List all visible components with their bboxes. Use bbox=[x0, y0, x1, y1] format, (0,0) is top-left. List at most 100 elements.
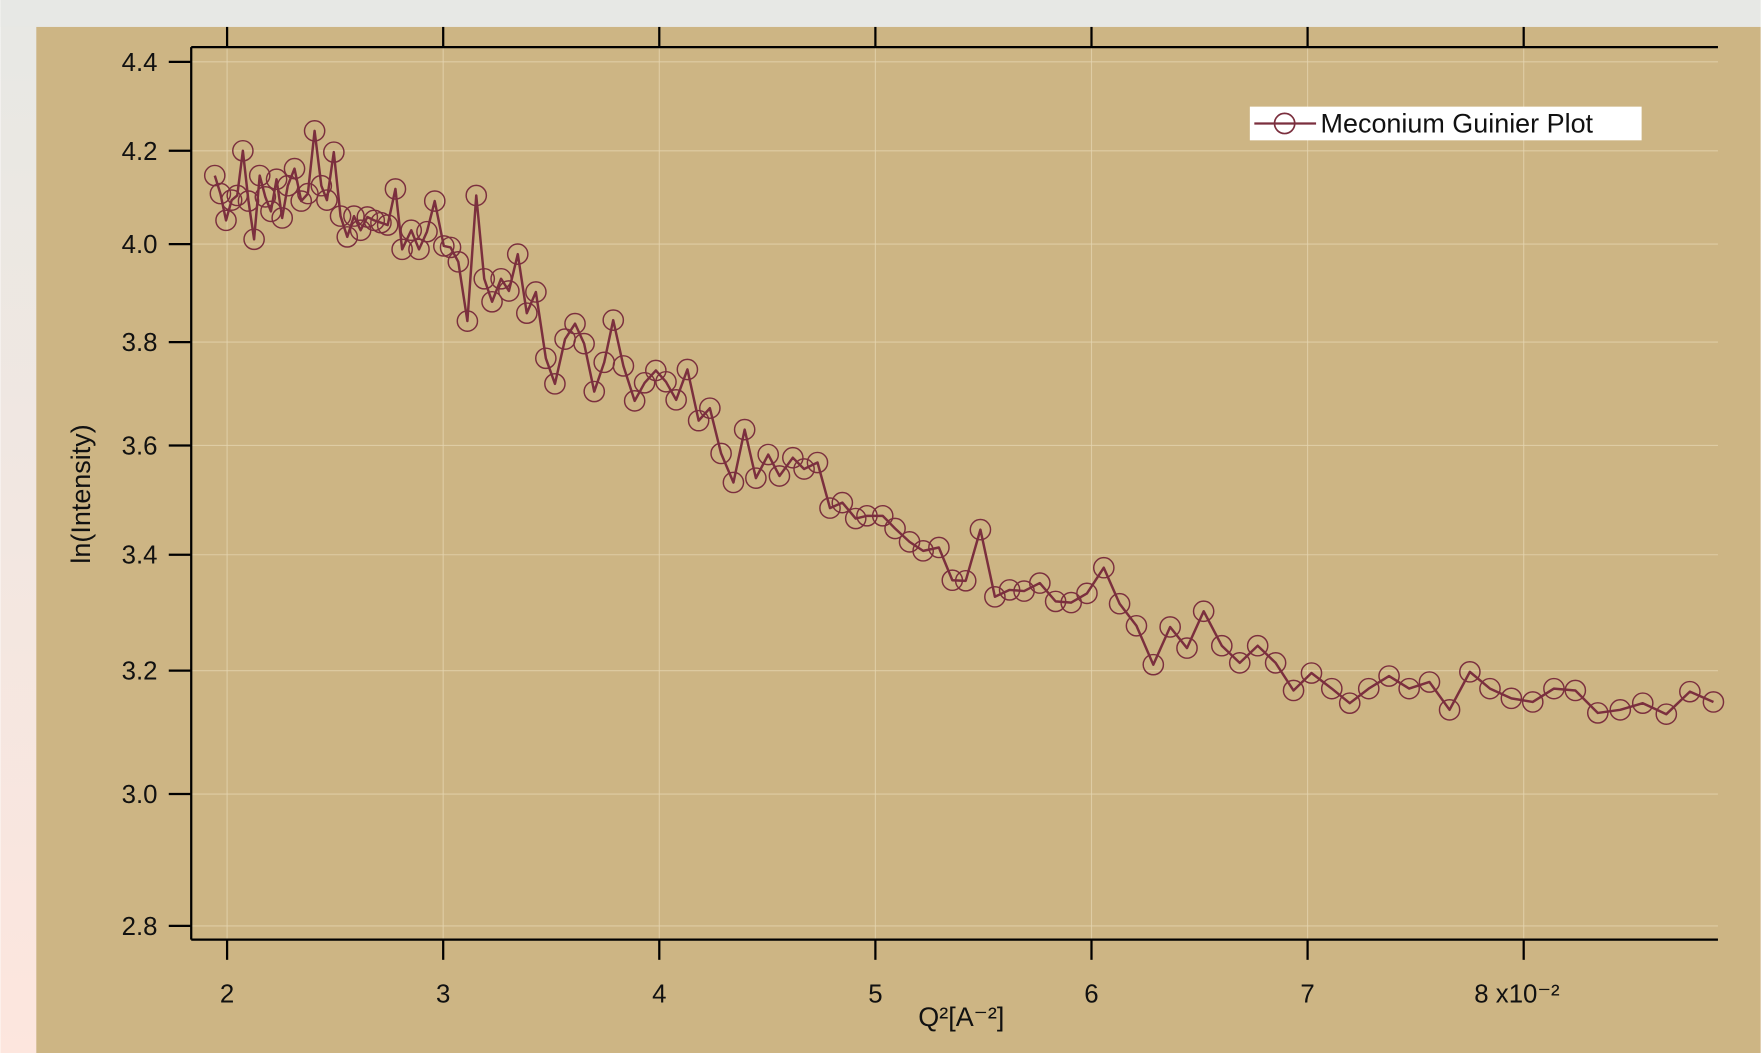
data-point bbox=[1631, 692, 1654, 715]
y-tick-label: 3.4 bbox=[122, 542, 158, 570]
data-point bbox=[1300, 662, 1323, 684]
legend-label: Meconium Guinier Plot bbox=[1321, 108, 1594, 138]
data-point bbox=[1092, 556, 1115, 579]
data-point bbox=[1521, 691, 1544, 713]
data-point bbox=[1228, 652, 1251, 674]
data-point bbox=[573, 332, 595, 355]
data-point bbox=[757, 443, 780, 466]
data-point bbox=[1176, 637, 1198, 659]
data-point bbox=[998, 579, 1021, 601]
data-point bbox=[1108, 592, 1131, 615]
data-point bbox=[260, 200, 282, 223]
x-tick-label: 8 x10⁻² bbox=[1474, 980, 1560, 1008]
data-point bbox=[1655, 703, 1678, 725]
x-tick-label: 5 bbox=[868, 980, 882, 1008]
data-point bbox=[535, 347, 557, 370]
data-point bbox=[1459, 661, 1481, 683]
data-point bbox=[254, 186, 277, 208]
y-tick-label: 4.2 bbox=[122, 138, 158, 166]
data-point bbox=[1479, 677, 1501, 700]
data-point bbox=[1564, 679, 1587, 702]
data-point bbox=[793, 458, 815, 480]
data-point bbox=[1159, 616, 1181, 638]
data-point bbox=[1338, 692, 1361, 715]
data-point bbox=[1264, 652, 1287, 674]
data-point bbox=[209, 182, 232, 205]
data-point bbox=[439, 236, 462, 259]
data-point bbox=[969, 518, 992, 541]
data-point bbox=[1586, 702, 1609, 724]
data-point bbox=[699, 397, 721, 419]
legend: Meconium Guinier Plot bbox=[1249, 106, 1642, 141]
data-point bbox=[416, 220, 438, 243]
data-point bbox=[1609, 699, 1632, 721]
data-point bbox=[237, 190, 260, 212]
y-tick-label: 4.4 bbox=[122, 49, 158, 77]
data-point bbox=[408, 238, 430, 261]
data-point bbox=[1320, 677, 1343, 700]
y-tick-label: 3.8 bbox=[122, 329, 158, 357]
data-point bbox=[248, 164, 271, 187]
data-point bbox=[433, 235, 455, 257]
data-point bbox=[323, 141, 345, 163]
data-point bbox=[1282, 679, 1305, 702]
data-point bbox=[271, 207, 294, 229]
top-strip bbox=[0, 0, 1761, 27]
data-point bbox=[215, 209, 237, 232]
data-point bbox=[1543, 677, 1565, 700]
data-point bbox=[831, 491, 854, 514]
data-point bbox=[303, 120, 326, 142]
data-point bbox=[745, 467, 767, 489]
data-point bbox=[423, 190, 446, 212]
data-point bbox=[290, 190, 313, 212]
data-point bbox=[544, 372, 566, 395]
data-point bbox=[1500, 687, 1523, 710]
data-point bbox=[490, 267, 512, 290]
data-point bbox=[1125, 614, 1148, 637]
x-tick-label: 3 bbox=[436, 980, 450, 1008]
data-point bbox=[336, 226, 359, 248]
data-point bbox=[1192, 600, 1215, 623]
data-point bbox=[954, 569, 977, 592]
data-point bbox=[220, 189, 243, 211]
data-point bbox=[819, 497, 841, 519]
data-point bbox=[1210, 634, 1233, 657]
data-point bbox=[1702, 691, 1725, 713]
x-tick-label: 4 bbox=[652, 980, 666, 1008]
data-point bbox=[984, 585, 1006, 608]
data-point bbox=[1076, 582, 1098, 605]
data-point bbox=[655, 370, 677, 393]
data-point bbox=[1357, 677, 1380, 700]
data-point bbox=[265, 168, 288, 191]
data-point bbox=[1398, 677, 1420, 700]
data-point bbox=[884, 517, 906, 540]
data-point bbox=[343, 205, 365, 227]
data-point bbox=[583, 380, 606, 403]
data-point bbox=[912, 539, 934, 562]
data-point bbox=[722, 471, 745, 494]
data-point bbox=[506, 243, 529, 265]
data-point bbox=[525, 281, 547, 303]
plot-background bbox=[36, 26, 1761, 1053]
x-tick-label: 7 bbox=[1300, 980, 1314, 1008]
data-point bbox=[676, 358, 699, 381]
data-point bbox=[844, 507, 867, 530]
data-point bbox=[226, 184, 249, 207]
data-point bbox=[1246, 634, 1269, 657]
data-point bbox=[329, 205, 352, 227]
data-point bbox=[856, 504, 878, 527]
data-point bbox=[602, 309, 625, 331]
y-tick-label: 3.6 bbox=[122, 432, 158, 460]
data-point bbox=[1679, 680, 1701, 703]
y-tick-label: 2.8 bbox=[122, 913, 158, 941]
x-axis-label: Q²[A⁻²] bbox=[918, 1002, 1004, 1032]
data-point bbox=[384, 178, 407, 200]
data-point bbox=[665, 388, 687, 411]
data-point bbox=[623, 390, 646, 412]
data-point bbox=[733, 418, 756, 441]
data-point bbox=[710, 442, 732, 465]
y-tick-label: 3.0 bbox=[122, 781, 158, 809]
data-point bbox=[806, 451, 829, 474]
data-point bbox=[456, 310, 479, 332]
